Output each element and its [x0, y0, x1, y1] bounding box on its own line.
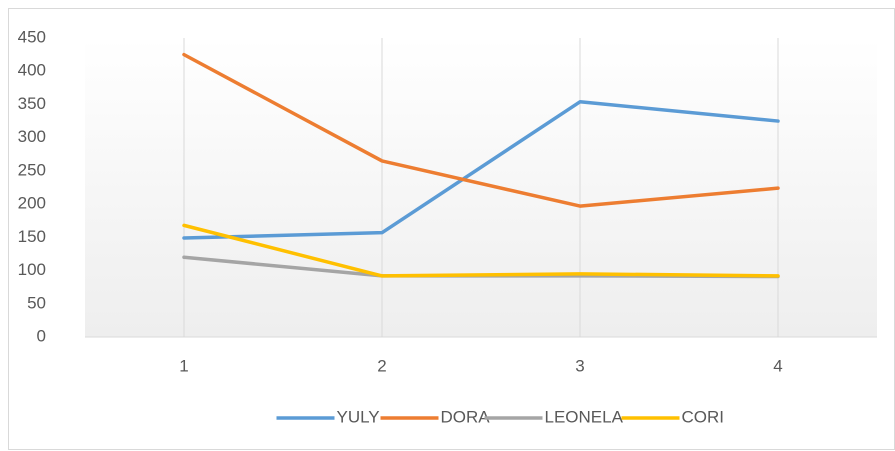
y-tick-label: 50: [27, 293, 46, 312]
x-tick-label: 4: [773, 356, 782, 375]
x-tick-label: 2: [377, 356, 386, 375]
y-tick-label: 150: [18, 227, 46, 246]
legend-label: LEONELA: [545, 407, 624, 426]
y-tick-label: 400: [18, 61, 46, 80]
x-tick-label: 3: [575, 356, 584, 375]
y-tick-label: 450: [18, 27, 46, 46]
y-tick-label: 0: [37, 326, 46, 345]
plot-area: [85, 38, 877, 337]
series-line: [182, 52, 780, 208]
series-line: [182, 223, 780, 278]
y-tick-label: 250: [18, 160, 46, 179]
legend-label: YULY: [337, 407, 380, 426]
y-tick-label: 100: [18, 260, 46, 279]
legend-label: CORI: [682, 407, 725, 426]
series-line: [182, 100, 780, 240]
y-tick-label: 350: [18, 94, 46, 113]
x-tick-label: 1: [179, 356, 188, 375]
y-tick-label: 300: [18, 127, 46, 146]
legend-label: DORA: [441, 407, 491, 426]
y-tick-label: 200: [18, 194, 46, 213]
